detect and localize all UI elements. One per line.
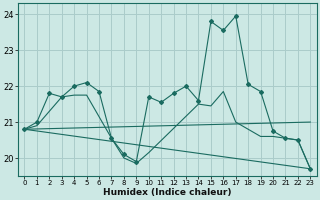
X-axis label: Humidex (Indice chaleur): Humidex (Indice chaleur) <box>103 188 232 197</box>
